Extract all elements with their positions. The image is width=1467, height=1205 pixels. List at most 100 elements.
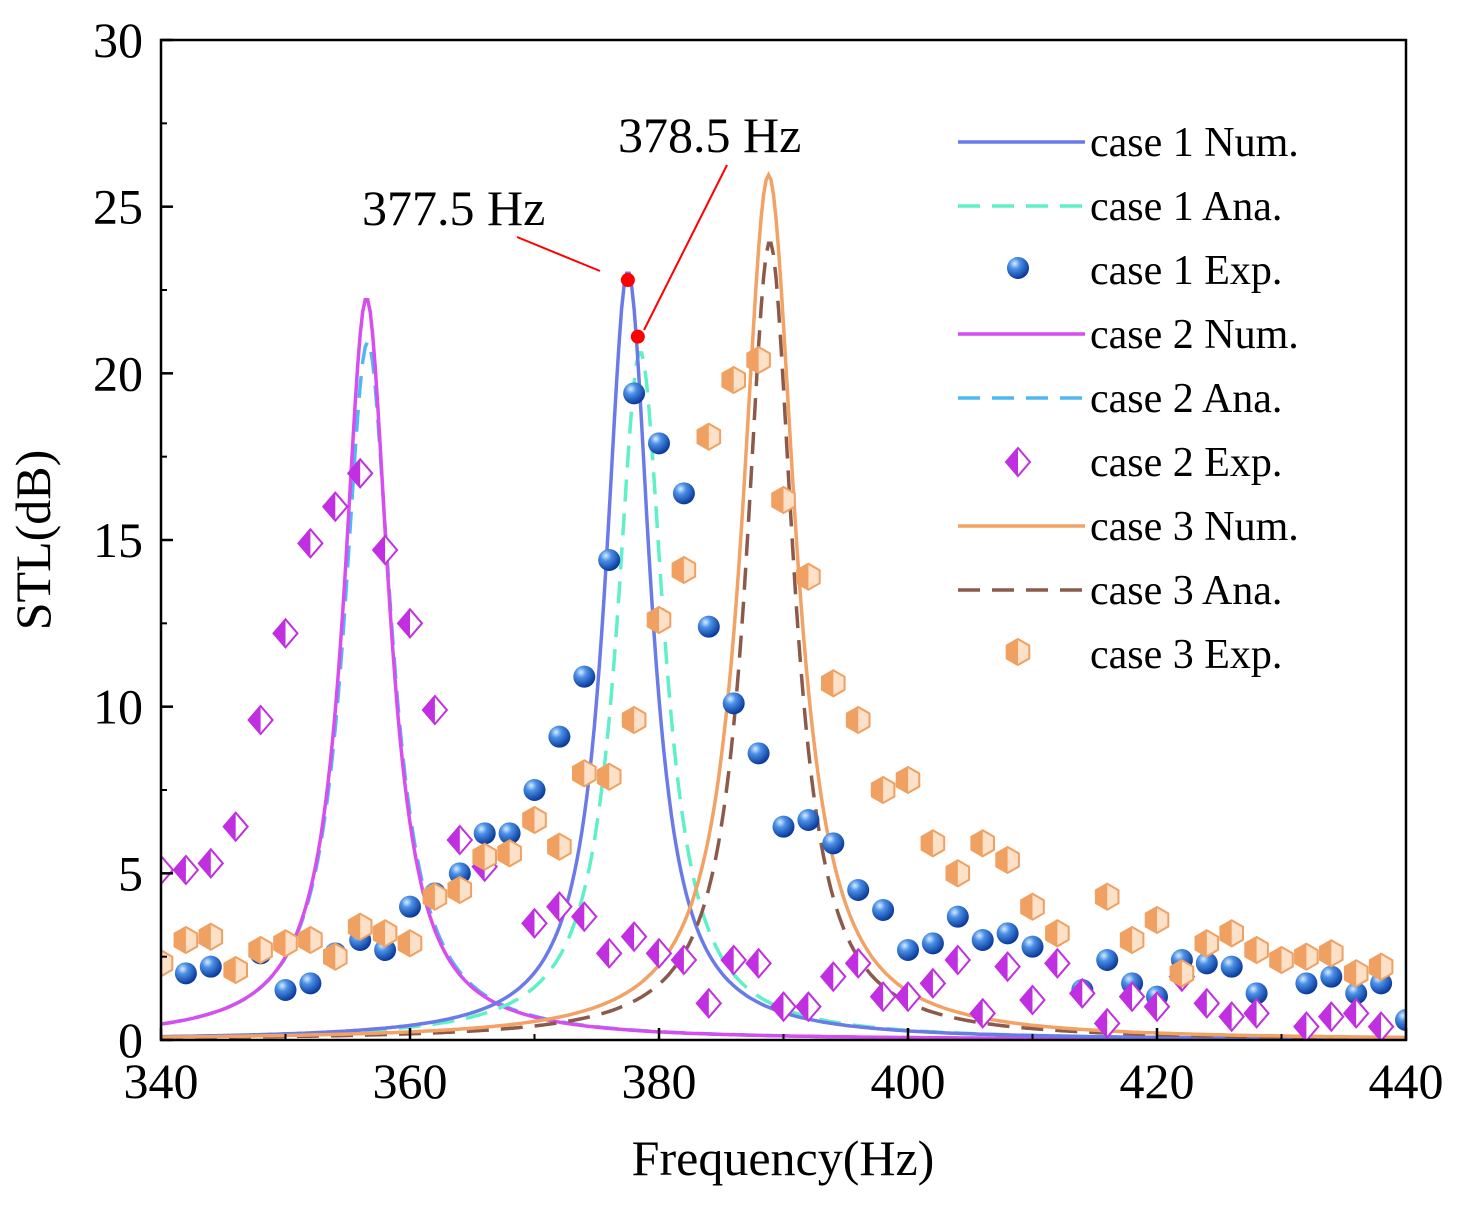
peak-annotations: 377.5 Hz 378.5 Hz	[362, 107, 801, 344]
annotation-leader-378-5	[643, 164, 728, 331]
exp-point-case1-exp	[747, 742, 770, 765]
exp-point-case3-exp	[397, 929, 423, 958]
exp-point-case3-exp	[920, 829, 946, 858]
exp-point-case2-exp	[1317, 1001, 1345, 1033]
exp-point-case3-exp	[796, 562, 821, 591]
exp-point-case1-exp	[1345, 982, 1368, 1005]
legend-marker-case2-exp	[1004, 446, 1032, 478]
exp-point-case1-exp	[1370, 972, 1393, 995]
exp-point-case3-exp	[1269, 945, 1294, 975]
exp-point-case2-exp	[795, 991, 822, 1023]
exp-point-case1-exp	[523, 779, 546, 801]
exp-point-case1-exp	[548, 725, 571, 748]
exp-point-case1-exp	[199, 955, 222, 978]
exp-point-case3-exp	[223, 955, 248, 985]
legend-label-case3-num: case 3 Num.	[1090, 504, 1299, 550]
annotation-point-377-5	[620, 273, 635, 287]
exp-point-case1-exp	[772, 815, 795, 838]
legend-label-case1-num: case 1 Num.	[1090, 120, 1299, 166]
exp-point-case3-exp	[1119, 925, 1145, 955]
exp-point-case1-exp	[1395, 1009, 1406, 1031]
exp-point-case1-exp	[1021, 935, 1044, 958]
exp-point-case2-exp	[670, 944, 698, 976]
exp-point-case3-exp	[696, 422, 722, 451]
y-tick-label: 30	[93, 12, 143, 68]
exp-point-case2-exp	[297, 527, 324, 559]
legend-label-case3-exp: case 3 Exp.	[1090, 632, 1282, 678]
exp-point-case3-exp	[547, 832, 572, 861]
exp-point-case1-exp	[174, 962, 197, 985]
exp-point-case3-exp	[746, 345, 771, 375]
exp-point-case2-exp	[595, 937, 623, 969]
x-tick-label: 360	[373, 1053, 448, 1109]
exp-point-case2-exp	[645, 937, 673, 969]
exp-point-case2-exp	[346, 457, 374, 489]
legend-label-case3-ana: case 3 Ana.	[1090, 568, 1282, 614]
legend-entry-case3-exp: case 3 Exp.	[1005, 632, 1282, 678]
exp-point-case2-exp	[161, 854, 175, 886]
exp-point-case2-exp	[745, 947, 772, 979]
exp-point-case2-exp	[371, 534, 399, 566]
exp-point-case3-exp	[273, 929, 298, 958]
exp-point-case1-exp	[797, 809, 820, 831]
exp-point-case2-exp	[944, 944, 972, 976]
exp-point-case2-exp	[1342, 997, 1370, 1029]
exp-point-case3-exp	[1194, 929, 1220, 958]
exp-point-case2-exp	[1193, 987, 1221, 1019]
exp-point-case3-exp	[1045, 919, 1070, 948]
exp-point-case2-exp	[321, 491, 349, 523]
exp-point-case3-exp	[1094, 882, 1120, 911]
exp-point-case1-exp	[697, 615, 720, 638]
x-tick-label: 440	[1369, 1053, 1444, 1109]
exp-point-case3-exp	[347, 912, 373, 941]
annotation-leader-377-5	[516, 236, 601, 272]
exp-point-case1-exp	[573, 665, 596, 688]
exp-point-case2-exp	[247, 704, 274, 736]
exp-point-case2-exp	[570, 901, 598, 933]
x-tick-label: 420	[1120, 1053, 1195, 1109]
exp-point-case2-exp	[1068, 977, 1096, 1009]
legend-entry-case3-num: case 3 Num.	[958, 504, 1299, 550]
legend-entry-case3-ana: case 3 Ana.	[958, 568, 1282, 614]
y-tick-label: 10	[93, 679, 143, 735]
exp-point-case3-exp	[721, 365, 746, 395]
exp-point-case3-exp	[621, 705, 647, 735]
legend-label-case1-exp: case 1 Exp.	[1090, 248, 1282, 294]
exp-point-case2-exp	[272, 617, 299, 649]
exp-point-case3-exp	[1144, 905, 1170, 935]
exp-point-case3-exp	[1343, 959, 1369, 988]
exp-point-case3-exp	[596, 762, 622, 791]
y-tick-label: 5	[118, 845, 143, 901]
exp-point-case2-exp	[1293, 1011, 1320, 1040]
exp-point-case2-exp	[396, 607, 424, 639]
exp-point-case3-exp	[821, 669, 846, 698]
exp-point-case3-exp	[497, 839, 522, 868]
exp-point-case3-exp	[522, 805, 547, 835]
legend-entry-case1-ana: case 1 Ana.	[958, 184, 1282, 230]
y-axis-label: STL(dB)	[5, 450, 61, 631]
exp-point-case1-exp	[648, 432, 670, 455]
exp-point-case3-exp	[1020, 892, 1045, 921]
annotation-378-5-hz: 378.5 Hz	[618, 107, 801, 163]
exp-point-case1-exp	[1245, 982, 1268, 1005]
exp-point-case3-exp	[1169, 959, 1195, 988]
exp-point-case2-exp	[222, 811, 250, 843]
exp-point-case2-exp	[894, 981, 922, 1013]
x-tick-label: 400	[871, 1053, 946, 1109]
annotation-point-378-5	[630, 329, 645, 344]
exp-point-case1-exp	[1220, 955, 1243, 978]
y-tick-label: 15	[93, 512, 143, 568]
exp-point-case3-exp	[771, 485, 796, 515]
exp-point-case2-exp	[695, 987, 723, 1019]
exp-point-case3-exp	[970, 829, 995, 858]
y-tick-label: 0	[118, 1012, 143, 1068]
exp-point-case1-exp	[847, 879, 870, 901]
exp-point-case2-exp	[521, 907, 548, 939]
exp-point-case3-exp	[995, 845, 1020, 875]
exp-point-case3-exp	[845, 705, 871, 735]
exp-point-case1-exp	[448, 862, 471, 885]
legend-entry-case2-num: case 2 Num.	[958, 312, 1299, 358]
exp-point-case2-exp	[844, 947, 872, 979]
exp-point-case1-exp	[498, 822, 521, 845]
exp-point-case2-exp	[1093, 1007, 1121, 1039]
